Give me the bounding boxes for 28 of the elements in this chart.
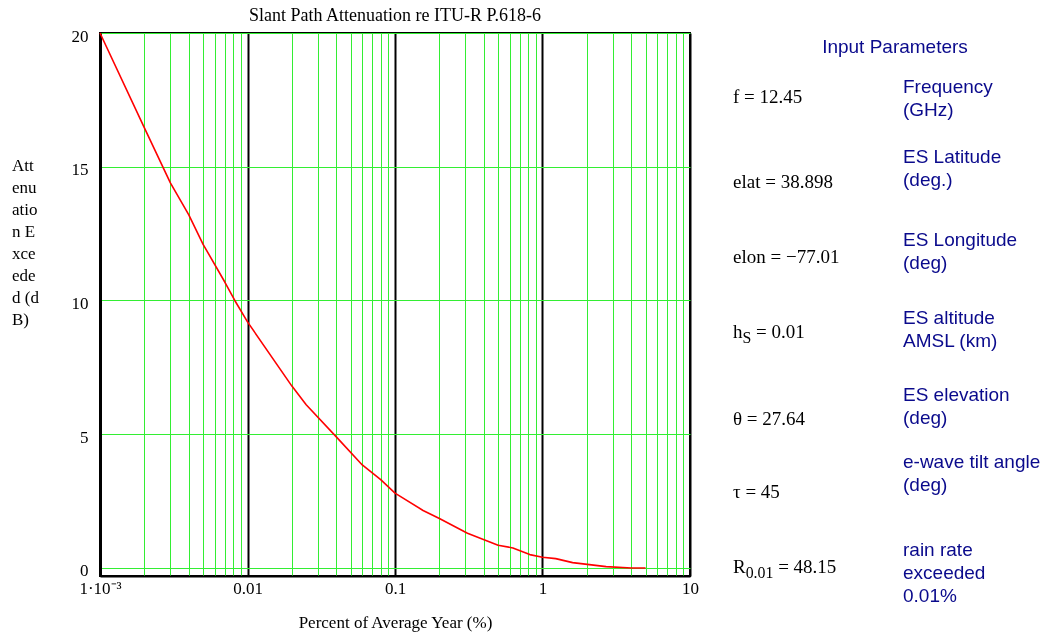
text: ES Latitude (deg.)	[903, 145, 1003, 191]
text: θ = 27.64	[733, 408, 806, 430]
text: Frequency (GHz)	[903, 75, 994, 121]
y-tick-label: 15	[71, 160, 89, 180]
text: R$_{0.01}$ = 48.15	[733, 556, 837, 582]
x-tick-label: 0.01	[233, 578, 263, 598]
text: elon = −77.01	[733, 246, 840, 268]
x-tick-label: 0.1	[384, 578, 407, 598]
text: ES elevation (deg)	[903, 383, 1011, 429]
chart-title: Slant Path Attenuation re ITU-R P.618-6	[249, 5, 541, 25]
text: elat = 38.898	[733, 171, 833, 193]
x-axis-title: Percent of Average Year (%)	[298, 612, 493, 632]
text: h$_{S}$ = 0.01	[733, 321, 805, 347]
x-tick-label: 10	[682, 578, 699, 598]
text: f = 12.45	[733, 86, 803, 108]
y-tick-label: 5	[80, 427, 89, 447]
x-tick-label: 1·10⁻³	[79, 578, 122, 598]
x-tick-label: 1	[538, 578, 548, 598]
y-tick-label: 20	[71, 26, 89, 46]
text: ES altitude AMSL (km)	[903, 306, 999, 352]
text: rain rate exceeded 0.01%	[903, 538, 987, 607]
text: Input Parameters	[821, 36, 969, 58]
y-tick-label: 10	[71, 293, 89, 313]
y-tick-label: 0	[80, 561, 89, 581]
text: τ = 45	[733, 481, 780, 503]
y-axis-title: Attenuation Exceeded (dB)	[12, 155, 39, 331]
text: e-wave tilt angle (deg)	[903, 450, 1042, 496]
text: ES Longitude (deg)	[903, 228, 1019, 274]
